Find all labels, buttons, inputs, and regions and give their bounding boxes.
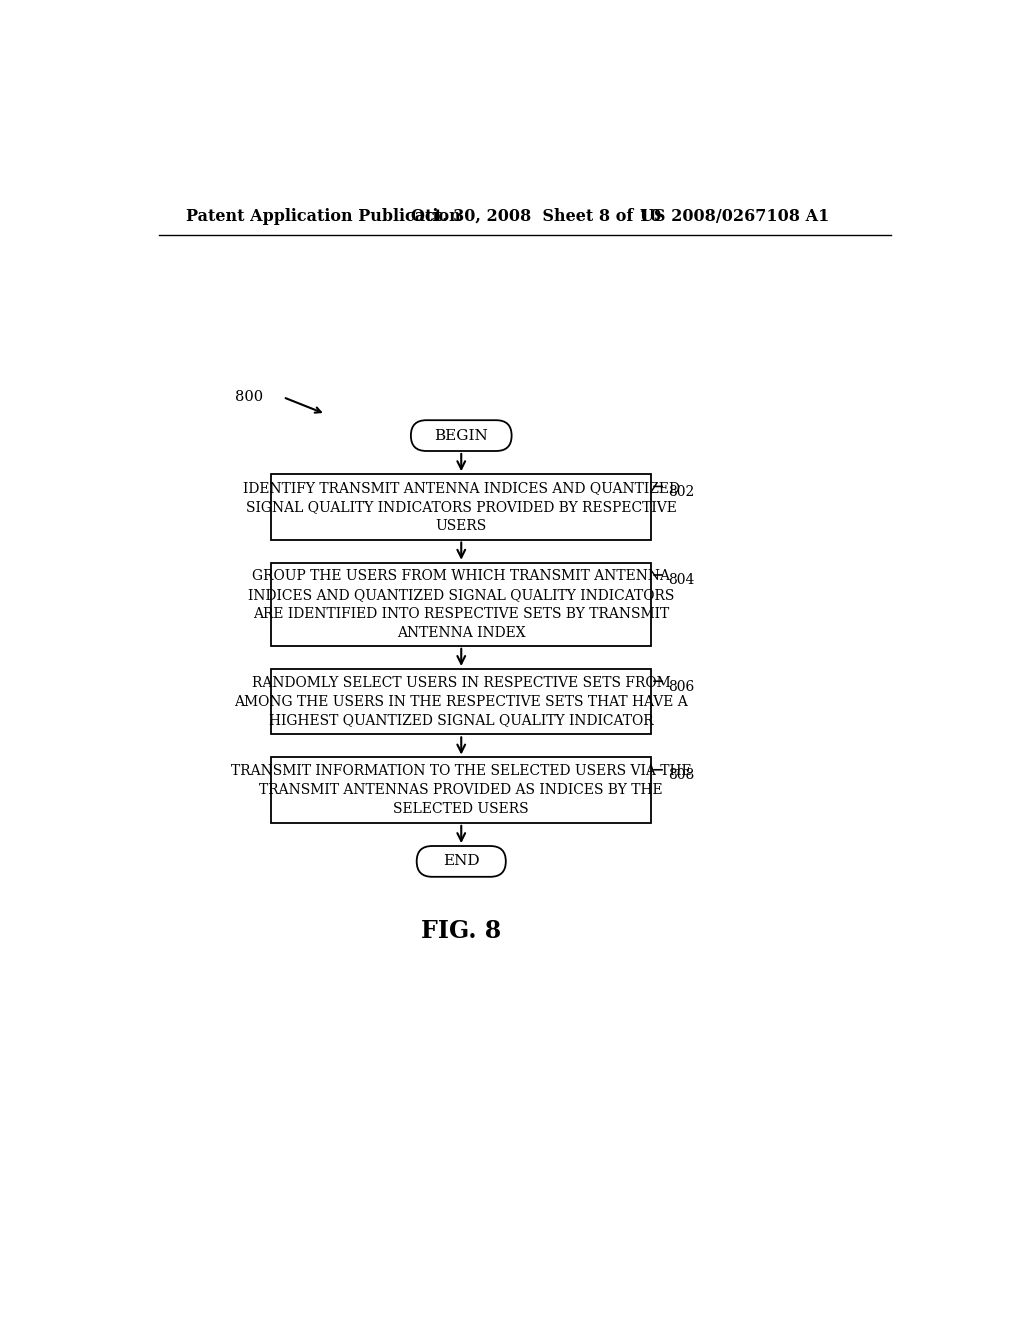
Text: RANDOMLY SELECT USERS IN RESPECTIVE SETS FROM
AMONG THE USERS IN THE RESPECTIVE : RANDOMLY SELECT USERS IN RESPECTIVE SETS… bbox=[234, 676, 688, 727]
Text: END: END bbox=[443, 854, 479, 869]
Text: US 2008/0267108 A1: US 2008/0267108 A1 bbox=[640, 207, 828, 224]
Text: Oct. 30, 2008  Sheet 8 of 10: Oct. 30, 2008 Sheet 8 of 10 bbox=[411, 207, 662, 224]
Text: 802: 802 bbox=[669, 484, 694, 499]
FancyBboxPatch shape bbox=[271, 474, 651, 540]
FancyBboxPatch shape bbox=[271, 562, 651, 645]
Text: GROUP THE USERS FROM WHICH TRANSMIT ANTENNA
INDICES AND QUANTIZED SIGNAL QUALITY: GROUP THE USERS FROM WHICH TRANSMIT ANTE… bbox=[248, 569, 675, 640]
Text: 800: 800 bbox=[236, 391, 263, 404]
Text: 804: 804 bbox=[669, 573, 694, 587]
Text: IDENTIFY TRANSMIT ANTENNA INDICES AND QUANTIZED
SIGNAL QUALITY INDICATORS PROVID: IDENTIFY TRANSMIT ANTENNA INDICES AND QU… bbox=[243, 480, 680, 533]
Text: 808: 808 bbox=[669, 768, 694, 783]
Text: Patent Application Publication: Patent Application Publication bbox=[186, 207, 461, 224]
FancyBboxPatch shape bbox=[271, 758, 651, 822]
Text: FIG. 8: FIG. 8 bbox=[421, 919, 502, 942]
FancyBboxPatch shape bbox=[411, 420, 512, 451]
FancyBboxPatch shape bbox=[417, 846, 506, 876]
Text: TRANSMIT INFORMATION TO THE SELECTED USERS VIA THE
TRANSMIT ANTENNAS PROVIDED AS: TRANSMIT INFORMATION TO THE SELECTED USE… bbox=[231, 764, 691, 816]
FancyBboxPatch shape bbox=[271, 669, 651, 734]
Text: BEGIN: BEGIN bbox=[434, 429, 488, 442]
Text: 806: 806 bbox=[669, 680, 694, 694]
